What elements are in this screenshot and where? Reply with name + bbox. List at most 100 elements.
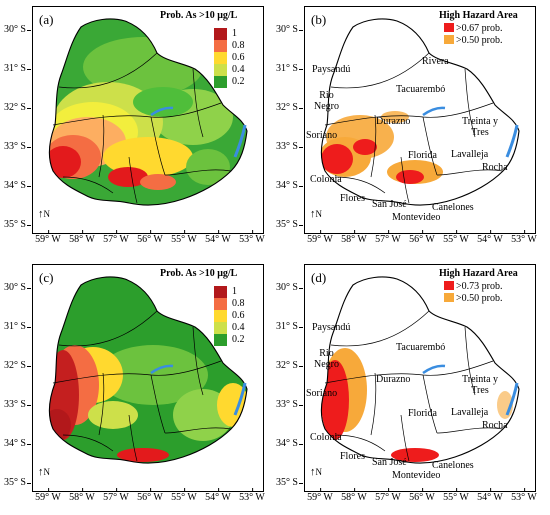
colorbar-tick: 0.4 bbox=[232, 64, 245, 75]
dept-label-colonia: Colonia bbox=[310, 432, 342, 443]
dept-label-san-jose: San José bbox=[372, 199, 407, 210]
lon-tick: 57° W bbox=[375, 234, 401, 245]
colorbar-tick: 1 bbox=[232, 286, 237, 297]
dept-label-paysandu: Paysandú bbox=[312, 322, 351, 333]
panel-a: 30° S 31° S 32° S 33° S 34° S 35° S 59° … bbox=[4, 4, 266, 254]
colorbar-tick: 0.6 bbox=[232, 52, 245, 63]
panel-b: 30° S 31° S 32° S 33° S 34° S 35° S 59° … bbox=[276, 4, 538, 254]
colorbar-tick: 0.8 bbox=[232, 298, 245, 309]
colorbar-tick: 0.6 bbox=[232, 310, 245, 321]
lon-tick: 58° W bbox=[69, 492, 95, 503]
legend-title: High Hazard Area bbox=[439, 268, 518, 279]
lon-tick: 53° W bbox=[239, 234, 265, 245]
dept-label-florida: Florida bbox=[408, 408, 437, 419]
lat-tick: 32° S bbox=[275, 102, 298, 113]
dept-label-rocha: Rocha bbox=[482, 420, 508, 431]
panel-c: 30° S 31° S 32° S 33° S 34° S 35° S 59° … bbox=[4, 262, 266, 512]
lat-tick: 35° S bbox=[3, 219, 26, 230]
panel-letter: (b) bbox=[311, 12, 327, 27]
lon-tick: 53° W bbox=[511, 234, 537, 245]
lon-tick: 59° W bbox=[35, 492, 61, 503]
lat-tick: 34° S bbox=[3, 438, 26, 449]
lon-tick: 56° W bbox=[409, 234, 435, 245]
legend-item-high: >0.67 prob. bbox=[444, 23, 502, 34]
dept-label-flores: Flores bbox=[340, 193, 365, 204]
lat-tick: 33° S bbox=[275, 399, 298, 410]
dept-label-san-jose: San José bbox=[372, 457, 407, 468]
lat-tick: 30° S bbox=[275, 24, 298, 35]
dept-label-durazno: Durazno bbox=[376, 374, 411, 385]
hazard-map-d bbox=[320, 276, 520, 464]
lon-tick: 58° W bbox=[341, 492, 367, 503]
north-arrow: ↑N bbox=[38, 208, 50, 220]
lon-tick: 53° W bbox=[239, 492, 265, 503]
lat-tick: 32° S bbox=[3, 102, 26, 113]
lat-tick: 34° S bbox=[3, 180, 26, 191]
panel-letter: (c) bbox=[39, 270, 54, 285]
lon-tick: 55° W bbox=[443, 234, 469, 245]
dept-label-paysandu: Paysandú bbox=[312, 64, 351, 75]
lat-tick: 32° S bbox=[275, 360, 298, 371]
dept-label-canelones: Canelones bbox=[432, 460, 474, 471]
colorbar-tick: 0.4 bbox=[232, 322, 245, 333]
probability-map-a bbox=[48, 18, 248, 206]
legend-item-medium: >0.50 prob. bbox=[444, 35, 502, 46]
lat-tick: 33° S bbox=[3, 141, 26, 152]
lon-tick: 57° W bbox=[375, 492, 401, 503]
lon-tick: 54° W bbox=[477, 492, 503, 503]
dept-label-montevideo: Montevideo bbox=[392, 470, 441, 481]
colorbar-swatch bbox=[214, 64, 227, 76]
dept-label-rio-negro: Rio Negro bbox=[314, 90, 339, 112]
legend-item-medium: >0.50 prob. bbox=[444, 293, 502, 304]
map-frame-c bbox=[32, 264, 264, 492]
panel-letter: (d) bbox=[311, 270, 327, 285]
dept-label-montevideo: Montevideo bbox=[392, 212, 441, 223]
lat-tick: 30° S bbox=[3, 282, 26, 293]
colorbar-tick: 0.2 bbox=[232, 76, 245, 87]
lon-tick: 59° W bbox=[307, 492, 333, 503]
dept-label-lavalleja: Lavalleja bbox=[451, 149, 489, 160]
dept-label-rio-negro: Rio Negro bbox=[314, 348, 339, 370]
colorbar-swatch bbox=[214, 298, 227, 310]
lat-tick: 34° S bbox=[275, 180, 298, 191]
north-arrow: ↑N bbox=[310, 208, 322, 220]
colorbar-swatch bbox=[214, 28, 227, 40]
colorbar-swatch bbox=[214, 52, 227, 64]
north-arrow: ↑N bbox=[38, 466, 50, 478]
dept-label-treinta-y-tres: Treinta y Tres bbox=[462, 116, 499, 138]
lat-tick: 31° S bbox=[275, 321, 298, 332]
legend-item-high: >0.73 prob. bbox=[444, 281, 502, 292]
lon-tick: 57° W bbox=[103, 492, 129, 503]
dept-label-florida: Florida bbox=[408, 150, 437, 161]
colorbar-tick: 1 bbox=[232, 28, 237, 39]
lon-tick: 55° W bbox=[171, 492, 197, 503]
dept-label-flores: Flores bbox=[340, 451, 365, 462]
panel-d: 30° S 31° S 32° S 33° S 34° S 35° S 59° … bbox=[276, 262, 538, 512]
lat-tick: 35° S bbox=[275, 219, 298, 230]
lat-tick: 31° S bbox=[3, 321, 26, 332]
dept-label-tacuarembo: Tacuarembó bbox=[396, 84, 446, 95]
lon-tick: 55° W bbox=[171, 234, 197, 245]
dept-label-lavalleja: Lavalleja bbox=[451, 407, 489, 418]
lon-tick: 56° W bbox=[137, 492, 163, 503]
lat-tick: 31° S bbox=[275, 63, 298, 74]
lat-tick: 35° S bbox=[275, 477, 298, 488]
colorbar-swatch bbox=[214, 310, 227, 322]
lat-tick: 32° S bbox=[3, 360, 26, 371]
dept-label-soriano: Soriano bbox=[306, 130, 338, 141]
colorbar-swatch bbox=[214, 286, 227, 298]
lon-tick: 58° W bbox=[341, 234, 367, 245]
lon-tick: 55° W bbox=[443, 492, 469, 503]
legend-title: Prob. As >10 μg/L bbox=[160, 268, 238, 279]
lat-tick: 34° S bbox=[275, 438, 298, 449]
colorbar-swatch bbox=[214, 334, 227, 346]
lon-tick: 58° W bbox=[69, 234, 95, 245]
lon-tick: 59° W bbox=[35, 234, 61, 245]
legend-title: Prob. As >10 μg/L bbox=[160, 10, 238, 21]
dept-label-durazno: Durazno bbox=[376, 116, 411, 127]
lat-tick: 31° S bbox=[3, 63, 26, 74]
lon-tick: 56° W bbox=[409, 492, 435, 503]
lat-tick: 30° S bbox=[3, 24, 26, 35]
lat-tick: 33° S bbox=[275, 141, 298, 152]
map-frame-d bbox=[304, 264, 536, 492]
